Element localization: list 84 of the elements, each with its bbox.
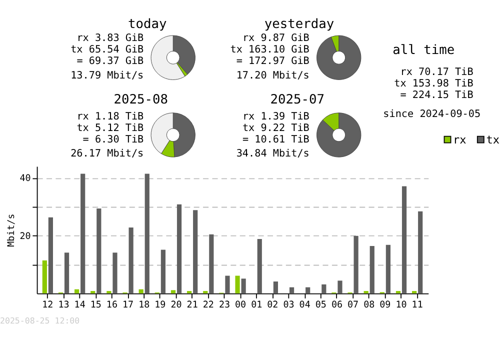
x-tick-label: 22 [202, 300, 214, 311]
bar [160, 250, 166, 294]
bar [96, 208, 102, 294]
bar [273, 282, 278, 294]
x-tick-label: 01 [251, 300, 262, 311]
text: = 69.37 GiB [76, 56, 144, 68]
bar [144, 174, 150, 294]
legend-label: tx [486, 133, 500, 146]
y-axis-title: Mbit/s [6, 214, 18, 247]
bar [42, 260, 47, 294]
bar [80, 174, 86, 294]
x-tick-label: 04 [299, 300, 311, 311]
bar [241, 278, 246, 294]
bar [386, 244, 390, 294]
bar [225, 276, 230, 294]
x-tick-label: 18 [138, 300, 150, 311]
x-tick-label: 16 [106, 300, 118, 311]
x-tick-label: 05 [315, 300, 326, 311]
text: rx 3.83 GiB [76, 33, 144, 44]
bar [257, 239, 262, 294]
x-tick-label: 23 [218, 300, 230, 311]
text: = 10.61 TiB [242, 134, 310, 146]
x-tick-label: 10 [396, 300, 407, 311]
text: = 172.97 GiB [236, 56, 310, 68]
bar [170, 290, 176, 294]
text: tx 65.54 GiB [70, 44, 144, 56]
x-tick-label: 02 [267, 300, 278, 311]
x-tick-label: 13 [58, 300, 70, 311]
bar [322, 284, 326, 294]
x-tick-label: 11 [412, 300, 423, 311]
legend-label: rx [453, 133, 467, 146]
x-tick-label: 17 [122, 300, 134, 311]
chart-title: yesterday [264, 17, 334, 32]
text: = 224.15 TiB [400, 90, 474, 102]
text: tx 163.10 GiB [230, 44, 310, 56]
x-tick-label: 08 [364, 300, 375, 311]
bar [138, 289, 144, 294]
text: tx 9.22 TiB [242, 122, 310, 134]
bar [370, 246, 374, 294]
bar [235, 276, 240, 294]
text: rx 9.87 GiB [242, 33, 310, 44]
donut-slice [316, 35, 362, 80]
bar [209, 234, 214, 294]
x-tick-label: 21 [186, 300, 198, 311]
bar [402, 186, 407, 294]
chart-title: 2025-07 [270, 92, 325, 108]
text: rx 1.18 TiB [76, 111, 144, 122]
text: 13.79 Mbit/s [70, 70, 144, 82]
bar [193, 210, 198, 294]
x-tick-label: 20 [170, 300, 182, 311]
x-tick-label: 15 [90, 300, 102, 311]
donut-slice [316, 112, 362, 158]
y-tick-label: 40 [20, 173, 31, 184]
bar [354, 236, 358, 294]
x-tick-label: 03 [283, 300, 294, 311]
bar [128, 228, 134, 294]
bar [48, 217, 53, 294]
x-tick-label: 09 [380, 300, 391, 311]
bar [64, 252, 70, 294]
bar [306, 287, 310, 294]
text: rx 1.39 TiB [242, 111, 310, 122]
x-tick-label: 07 [348, 300, 359, 311]
x-tick-label: 12 [42, 300, 54, 311]
text: tx 153.98 TiB [394, 78, 474, 90]
x-tick-label: 14 [74, 300, 86, 311]
bar [176, 204, 182, 294]
x-tick-label: 19 [154, 300, 166, 311]
text: all time [392, 42, 455, 58]
text: rx 70.17 TiB [400, 67, 474, 78]
x-tick-label: 06 [331, 300, 343, 311]
bar [289, 287, 294, 294]
bar [74, 289, 80, 294]
bar [338, 280, 342, 294]
bar [418, 211, 423, 294]
text: = 6.30 TiB [82, 134, 144, 146]
text: since 2024-09-05 [383, 109, 481, 120]
bar [112, 252, 118, 294]
text: 26.17 Mbit/s [70, 148, 144, 160]
chart-title: today [128, 17, 167, 32]
text: 17.20 Mbit/s [236, 70, 310, 82]
text: tx 5.12 TiB [76, 122, 144, 134]
x-tick-label: 00 [235, 300, 246, 311]
chart-title: 2025-08 [114, 92, 168, 108]
text: 34.84 Mbit/s [236, 148, 310, 160]
